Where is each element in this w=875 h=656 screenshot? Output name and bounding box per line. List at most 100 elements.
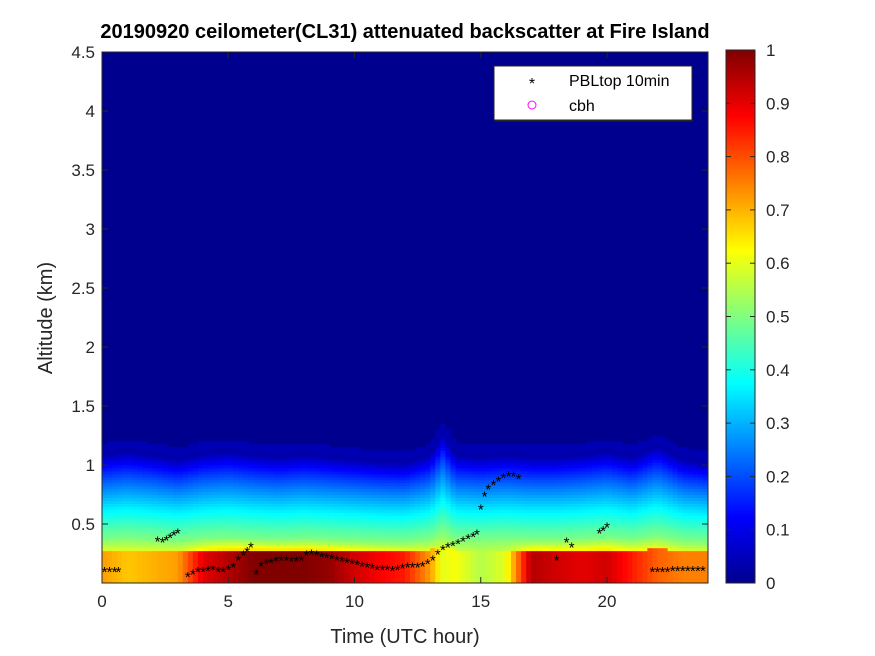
heatmap-cell <box>203 544 209 549</box>
heatmap-cell <box>339 456 345 460</box>
heatmap-cell <box>521 518 527 522</box>
heatmap-cell <box>324 467 330 472</box>
heatmap-cell <box>293 559 300 563</box>
heatmap-cell <box>541 453 547 457</box>
heatmap-cell <box>172 559 179 563</box>
heatmap-cell <box>349 453 356 457</box>
heatmap-cell <box>506 547 512 552</box>
heatmap-cell <box>556 553 563 558</box>
heatmap-cell <box>182 447 189 451</box>
heatmap-cell <box>495 444 502 448</box>
heatmap-cell <box>233 470 239 475</box>
heatmap-cell <box>405 462 411 466</box>
heatmap-cell <box>157 447 164 451</box>
heatmap-cell <box>137 526 143 531</box>
heatmap-cell <box>495 556 502 560</box>
heatmap-cell <box>293 456 300 460</box>
heatmap-cell <box>243 512 250 516</box>
heatmap-cell <box>288 571 295 575</box>
heatmap-cell <box>309 524 315 528</box>
heatmap-cell <box>546 580 553 583</box>
heatmap-cell <box>344 462 351 466</box>
heatmap-cell <box>450 500 457 504</box>
heatmap-cell <box>622 529 628 534</box>
heatmap-cell <box>238 462 244 466</box>
heatmap-cell <box>410 565 416 569</box>
heatmap-cell <box>233 506 239 510</box>
heatmap-cell <box>369 562 376 566</box>
heatmap-cell <box>354 488 361 493</box>
heatmap-cell <box>127 580 133 583</box>
heatmap-cell <box>536 535 542 540</box>
heatmap-cell <box>208 565 214 569</box>
heatmap-cell <box>576 476 583 481</box>
heatmap-cell <box>329 562 335 566</box>
heatmap-cell <box>142 506 149 510</box>
heatmap-cell <box>177 562 184 566</box>
heatmap-cell <box>364 568 371 572</box>
heatmap-cell <box>253 526 260 531</box>
heatmap-cell <box>203 529 209 534</box>
heatmap-cell <box>485 462 492 466</box>
heatmap-cell <box>253 521 260 525</box>
heatmap-cell <box>485 497 492 501</box>
heatmap-cell <box>203 494 209 499</box>
heatmap-cell <box>107 521 113 525</box>
heatmap-cell <box>132 556 138 560</box>
heatmap-cell <box>480 565 487 569</box>
heatmap-cell <box>465 509 472 513</box>
heatmap-cell <box>102 497 108 501</box>
heatmap-cell <box>223 500 229 504</box>
heatmap-cell <box>248 559 255 563</box>
heatmap-cell <box>107 467 113 472</box>
heatmap-cell <box>465 465 472 469</box>
heatmap-cell <box>324 459 330 463</box>
heatmap-cell <box>420 562 426 566</box>
heatmap-cell <box>152 473 159 478</box>
heatmap-cell <box>435 559 441 563</box>
heatmap-cell <box>203 462 209 466</box>
heatmap-cell <box>293 465 300 469</box>
heatmap-cell <box>228 450 234 454</box>
heatmap-cell <box>238 503 244 507</box>
heatmap-cell <box>470 559 477 563</box>
heatmap-cell <box>470 456 477 460</box>
heatmap-cell <box>551 509 558 513</box>
heatmap-cell <box>243 500 250 504</box>
heatmap-cell <box>500 568 507 572</box>
heatmap-cell <box>147 518 154 522</box>
heatmap-cell <box>500 473 507 478</box>
heatmap-cell <box>147 506 154 510</box>
heatmap-cell <box>334 500 340 504</box>
heatmap-cell <box>374 485 381 490</box>
heatmap-cell <box>147 476 154 481</box>
heatmap-cell <box>344 456 351 460</box>
heatmap-cell <box>122 568 128 572</box>
heatmap-cell <box>172 550 179 555</box>
heatmap-cell <box>359 544 366 549</box>
heatmap-cell <box>526 485 532 490</box>
heatmap-cell <box>566 526 573 531</box>
heatmap-cell <box>278 465 285 469</box>
heatmap-cell <box>334 547 340 552</box>
heatmap-cell <box>495 506 502 510</box>
heatmap-cell <box>329 459 335 463</box>
heatmap-cell <box>576 524 583 528</box>
heatmap-cell <box>627 479 633 484</box>
heatmap-cell <box>192 509 199 513</box>
heatmap-cell <box>430 467 436 472</box>
heatmap-cell <box>576 562 583 566</box>
heatmap-cell <box>117 529 123 534</box>
heatmap-cell <box>228 441 234 445</box>
heatmap-cell <box>465 453 472 457</box>
heatmap-cell <box>248 506 255 510</box>
heatmap-cell <box>369 547 376 552</box>
heatmap-cell <box>586 568 593 572</box>
heatmap-cell <box>531 559 537 563</box>
heatmap-cell <box>389 571 396 575</box>
heatmap-cell <box>379 553 386 558</box>
heatmap-cell <box>399 485 406 490</box>
heatmap-cell <box>369 459 376 463</box>
heatmap-cell <box>248 456 255 460</box>
heatmap-cell <box>263 574 270 578</box>
